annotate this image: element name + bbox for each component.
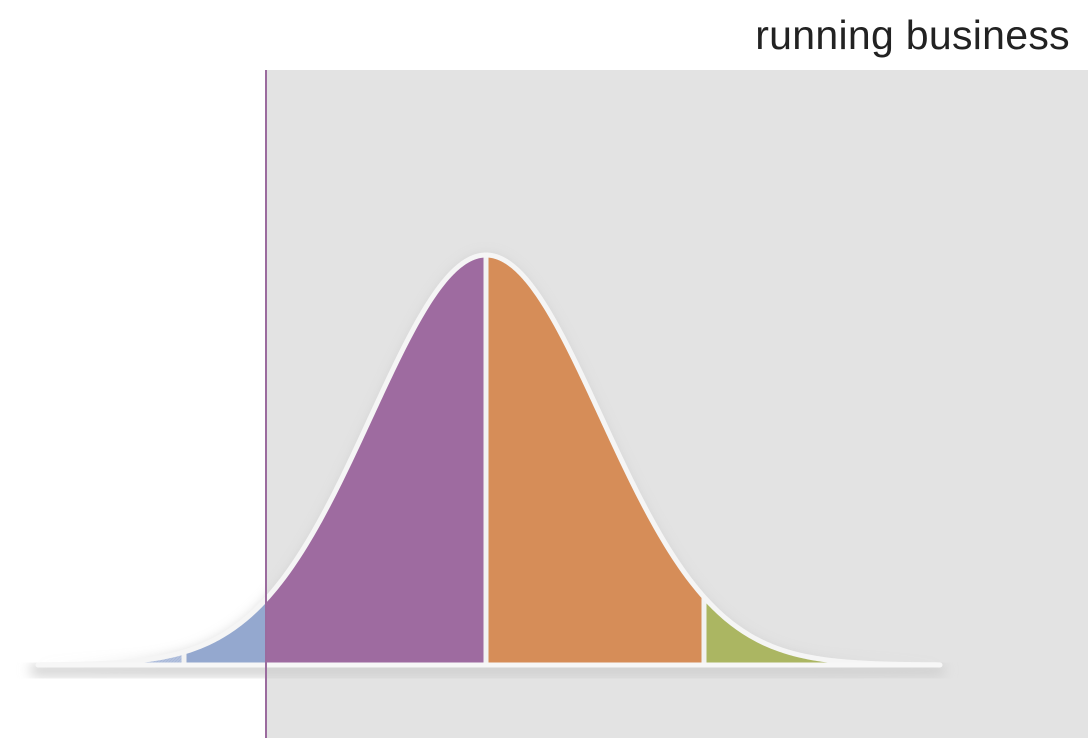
segment-right: [704, 255, 940, 665]
segment-far-left: [40, 255, 184, 665]
segment-center-left: [266, 255, 486, 665]
segment-center-right: [486, 255, 704, 665]
segment-left: [184, 255, 266, 665]
bell-curve-outline: [39, 252, 941, 668]
heading: running business: [755, 12, 1070, 58]
